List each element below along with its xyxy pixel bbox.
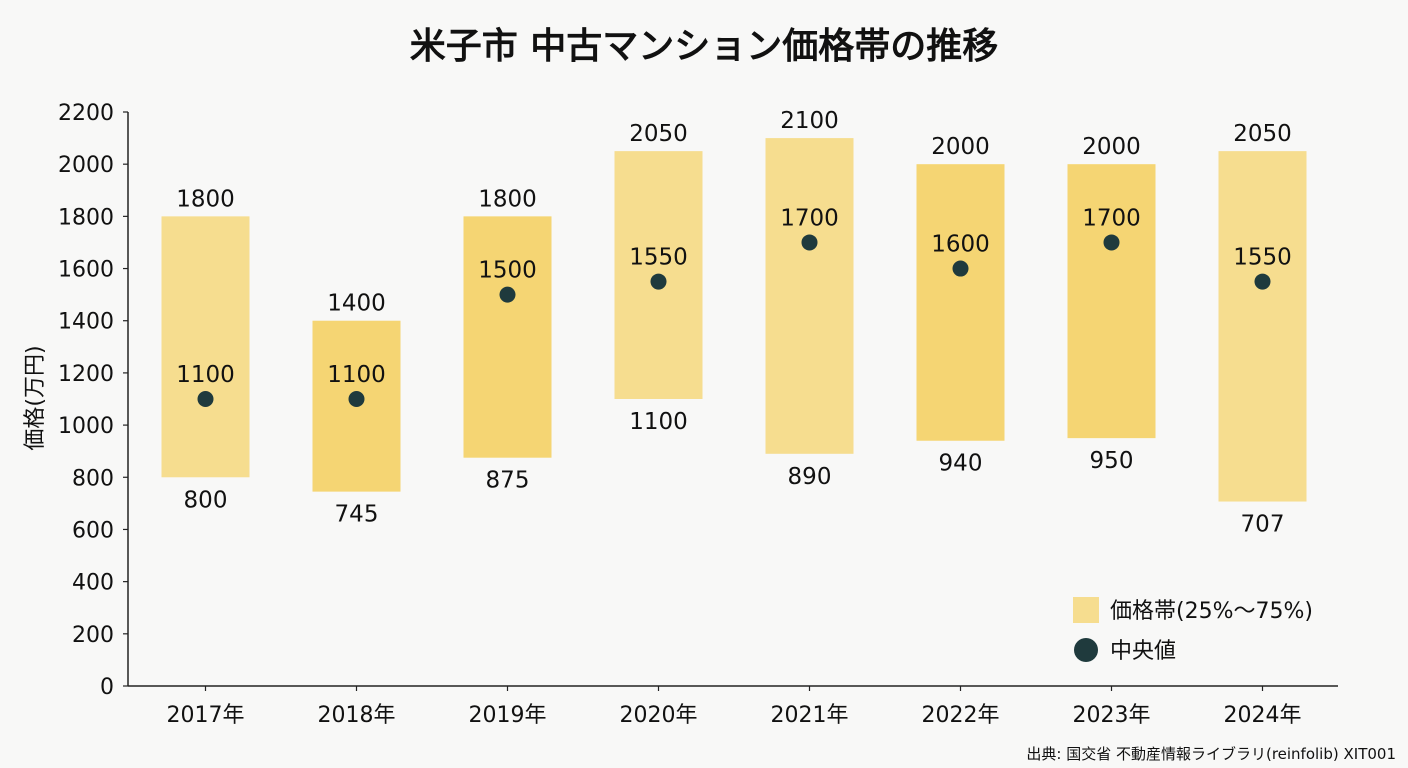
plot-area: 0 200 400 600 800 1000 1200 1400 1600 1800 2000 220…: [58, 101, 1338, 728]
legend-swatch-median: [1074, 638, 1098, 662]
low-value-label: 745: [335, 502, 379, 528]
high-value-label: 2050: [629, 121, 688, 147]
range-bar: [916, 164, 1005, 441]
median-point: [1254, 273, 1271, 290]
x-tick-label: 2022年: [922, 703, 1000, 728]
range-bar: [463, 216, 552, 458]
x-tick-label: 2020年: [620, 703, 698, 728]
high-value-label: 2000: [1082, 134, 1141, 160]
low-value-label: 890: [788, 464, 832, 490]
median-value-label: 1100: [176, 362, 235, 388]
legend: 価格帯(25%〜75%) 中央値: [1073, 597, 1313, 664]
median-value-label: 1500: [478, 258, 537, 284]
high-value-label: 1800: [176, 186, 235, 212]
x-tick-label: 2018年: [318, 703, 396, 728]
median-value-label: 1700: [1082, 205, 1141, 231]
y-tick-label: 1400: [58, 310, 114, 335]
y-tick-label: 1200: [58, 362, 114, 387]
median-point: [197, 391, 214, 407]
x-tick-label: 2019年: [469, 703, 547, 728]
y-axis-label: 価格(万円): [23, 345, 48, 450]
x-tick-label: 2021年: [771, 703, 849, 728]
y-tick-label: 0: [100, 675, 114, 700]
range-bar: [765, 138, 854, 454]
median-value-label: 1550: [629, 245, 688, 271]
low-value-label: 940: [939, 451, 983, 477]
x-tick-label: 2017年: [167, 703, 245, 728]
median-point: [1103, 234, 1120, 251]
median-point: [952, 260, 969, 277]
range-bar: [1067, 164, 1156, 439]
low-value-label: 707: [1241, 512, 1285, 538]
x-tick-label: 2024年: [1224, 703, 1302, 728]
y-tick-label: 1800: [58, 205, 114, 230]
low-value-label: 950: [1090, 448, 1134, 474]
median-value-label: 1550: [1233, 245, 1292, 271]
high-value-label: 2050: [1233, 121, 1292, 147]
y-tick-label: 1600: [58, 258, 114, 283]
high-value-label: 1800: [478, 186, 537, 212]
median-value-label: 1100: [327, 362, 386, 388]
median-point: [801, 234, 818, 251]
median-value-label: 1700: [780, 205, 839, 231]
y-tick-label: 2000: [58, 153, 114, 178]
median-point: [499, 286, 516, 303]
legend-label-median: 中央値: [1110, 639, 1176, 664]
low-value-label: 1100: [629, 409, 688, 435]
low-value-label: 875: [486, 468, 530, 494]
y-tick-label: 200: [72, 623, 114, 648]
range-bar: [161, 216, 250, 478]
y-tick-label: 1000: [58, 414, 114, 439]
x-tick-label: 2023年: [1073, 703, 1151, 728]
chart-title: 米子市 中古マンション価格帯の推移: [410, 26, 999, 67]
high-value-label: 1400: [327, 291, 386, 317]
high-value-label: 2100: [780, 108, 839, 134]
y-tick-label: 800: [72, 466, 114, 491]
legend-label-range: 価格帯(25%〜75%): [1110, 599, 1313, 624]
legend-swatch-range: [1073, 597, 1099, 623]
y-tick-label: 600: [72, 518, 114, 543]
y-tick-label: 2200: [58, 101, 114, 126]
median-value-label: 1600: [931, 232, 990, 258]
median-point: [650, 273, 667, 290]
y-tick-label: 400: [72, 571, 114, 596]
median-point: [348, 391, 365, 407]
source-note: 出典: 国交省 不動産情報ライブラリ(reinfolib) XIT001: [1026, 745, 1396, 763]
range-bar: [1218, 151, 1307, 502]
high-value-label: 2000: [931, 134, 990, 160]
low-value-label: 800: [184, 487, 228, 513]
